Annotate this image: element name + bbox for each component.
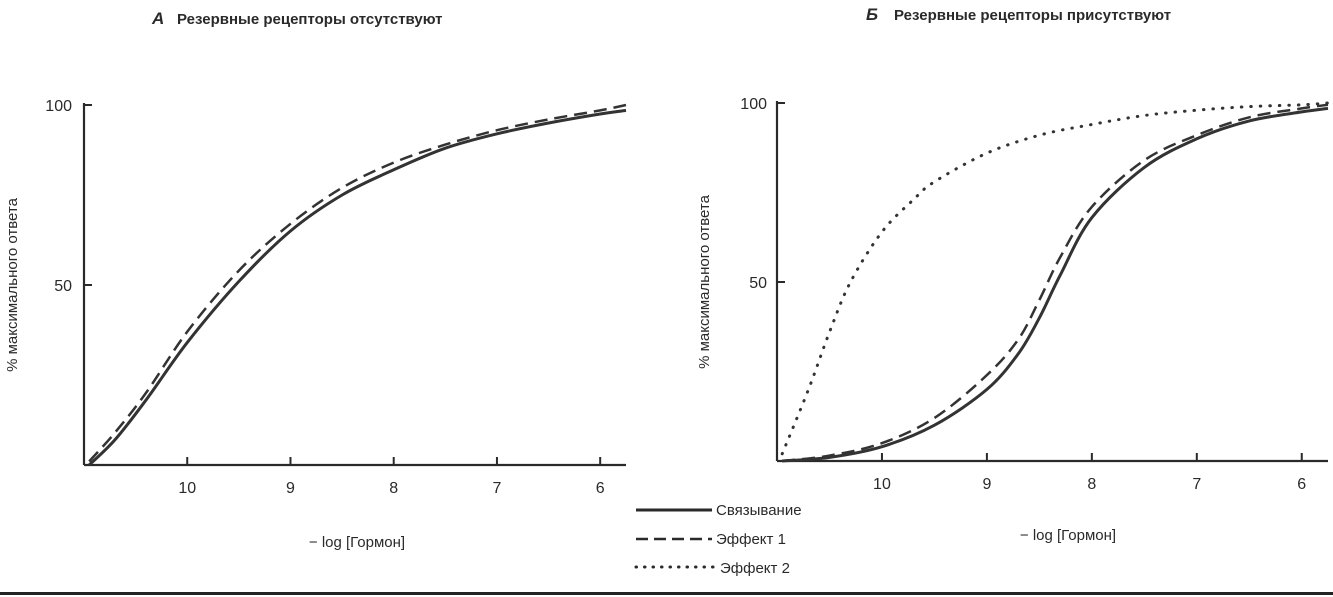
panel-b-x-tick-label: 10 xyxy=(873,476,891,493)
panel-b-letter: Б xyxy=(866,5,878,24)
panel-a-letter: А xyxy=(151,9,164,28)
panel-a-axes: 10 9 8 7 6 50 100 xyxy=(45,98,626,497)
panel-b-series-dotted xyxy=(780,101,1330,456)
legend-label-effect-2: Эффект 2 xyxy=(720,560,790,577)
panel-b-x-tick-label: 7 xyxy=(1192,476,1201,493)
panel-a-x-tick-label: 10 xyxy=(178,480,196,497)
panel-a: А Резервные рецепторы отсутствуют 10 9 8 7 6… xyxy=(4,9,627,551)
panel-b-title: Резервные рецепторы присутствуют xyxy=(894,7,1171,24)
panel-a-x-axis-label: − log [Гормон] xyxy=(309,534,405,551)
panel-a-series-dashed xyxy=(88,103,627,463)
legend-label-binding: Связывание xyxy=(716,502,802,519)
legend: Связывание Эффект 1 Эффект 2 xyxy=(634,502,802,577)
panel-b-y-tick-label: 50 xyxy=(749,275,767,292)
panel-a-x-tick-label: 6 xyxy=(596,480,605,497)
panel-b-series-solid xyxy=(782,106,1329,463)
panel-b-x-tick-label: 6 xyxy=(1297,476,1306,493)
legend-label-effect-1: Эффект 1 xyxy=(716,531,786,548)
bottom-rule xyxy=(0,592,1333,595)
panel-a-y-tick-label: 100 xyxy=(45,98,72,115)
panel-a-x-tick-label: 7 xyxy=(492,480,501,497)
panel-b-y-axis-label: % максимального ответа xyxy=(696,194,713,368)
panel-a-curves xyxy=(88,103,627,467)
panel-b-x-tick-label: 9 xyxy=(982,476,991,493)
panel-b-x-tick-label: 8 xyxy=(1087,476,1096,493)
panel-b-axes: 10 9 8 7 6 50 100 xyxy=(740,96,1328,493)
panel-a-y-tick-label: 50 xyxy=(54,278,72,295)
panel-b-series-dashed xyxy=(782,103,1329,463)
panel-a-x-tick-label: 9 xyxy=(286,480,295,497)
panel-a-x-tick-label: 8 xyxy=(389,480,398,497)
panel-a-series-solid xyxy=(88,108,627,467)
panel-b: Б Резервные рецепторы присутствуют 10 9 8 7… xyxy=(696,5,1330,544)
panel-a-title: Резервные рецепторы отсутствуют xyxy=(177,11,443,28)
panel-b-curves xyxy=(780,101,1330,463)
panel-b-y-tick-label: 100 xyxy=(740,96,767,113)
panel-b-x-axis-label: − log [Гормон] xyxy=(1020,527,1116,544)
panel-a-y-axis-label: % максимального ответа xyxy=(4,197,21,371)
